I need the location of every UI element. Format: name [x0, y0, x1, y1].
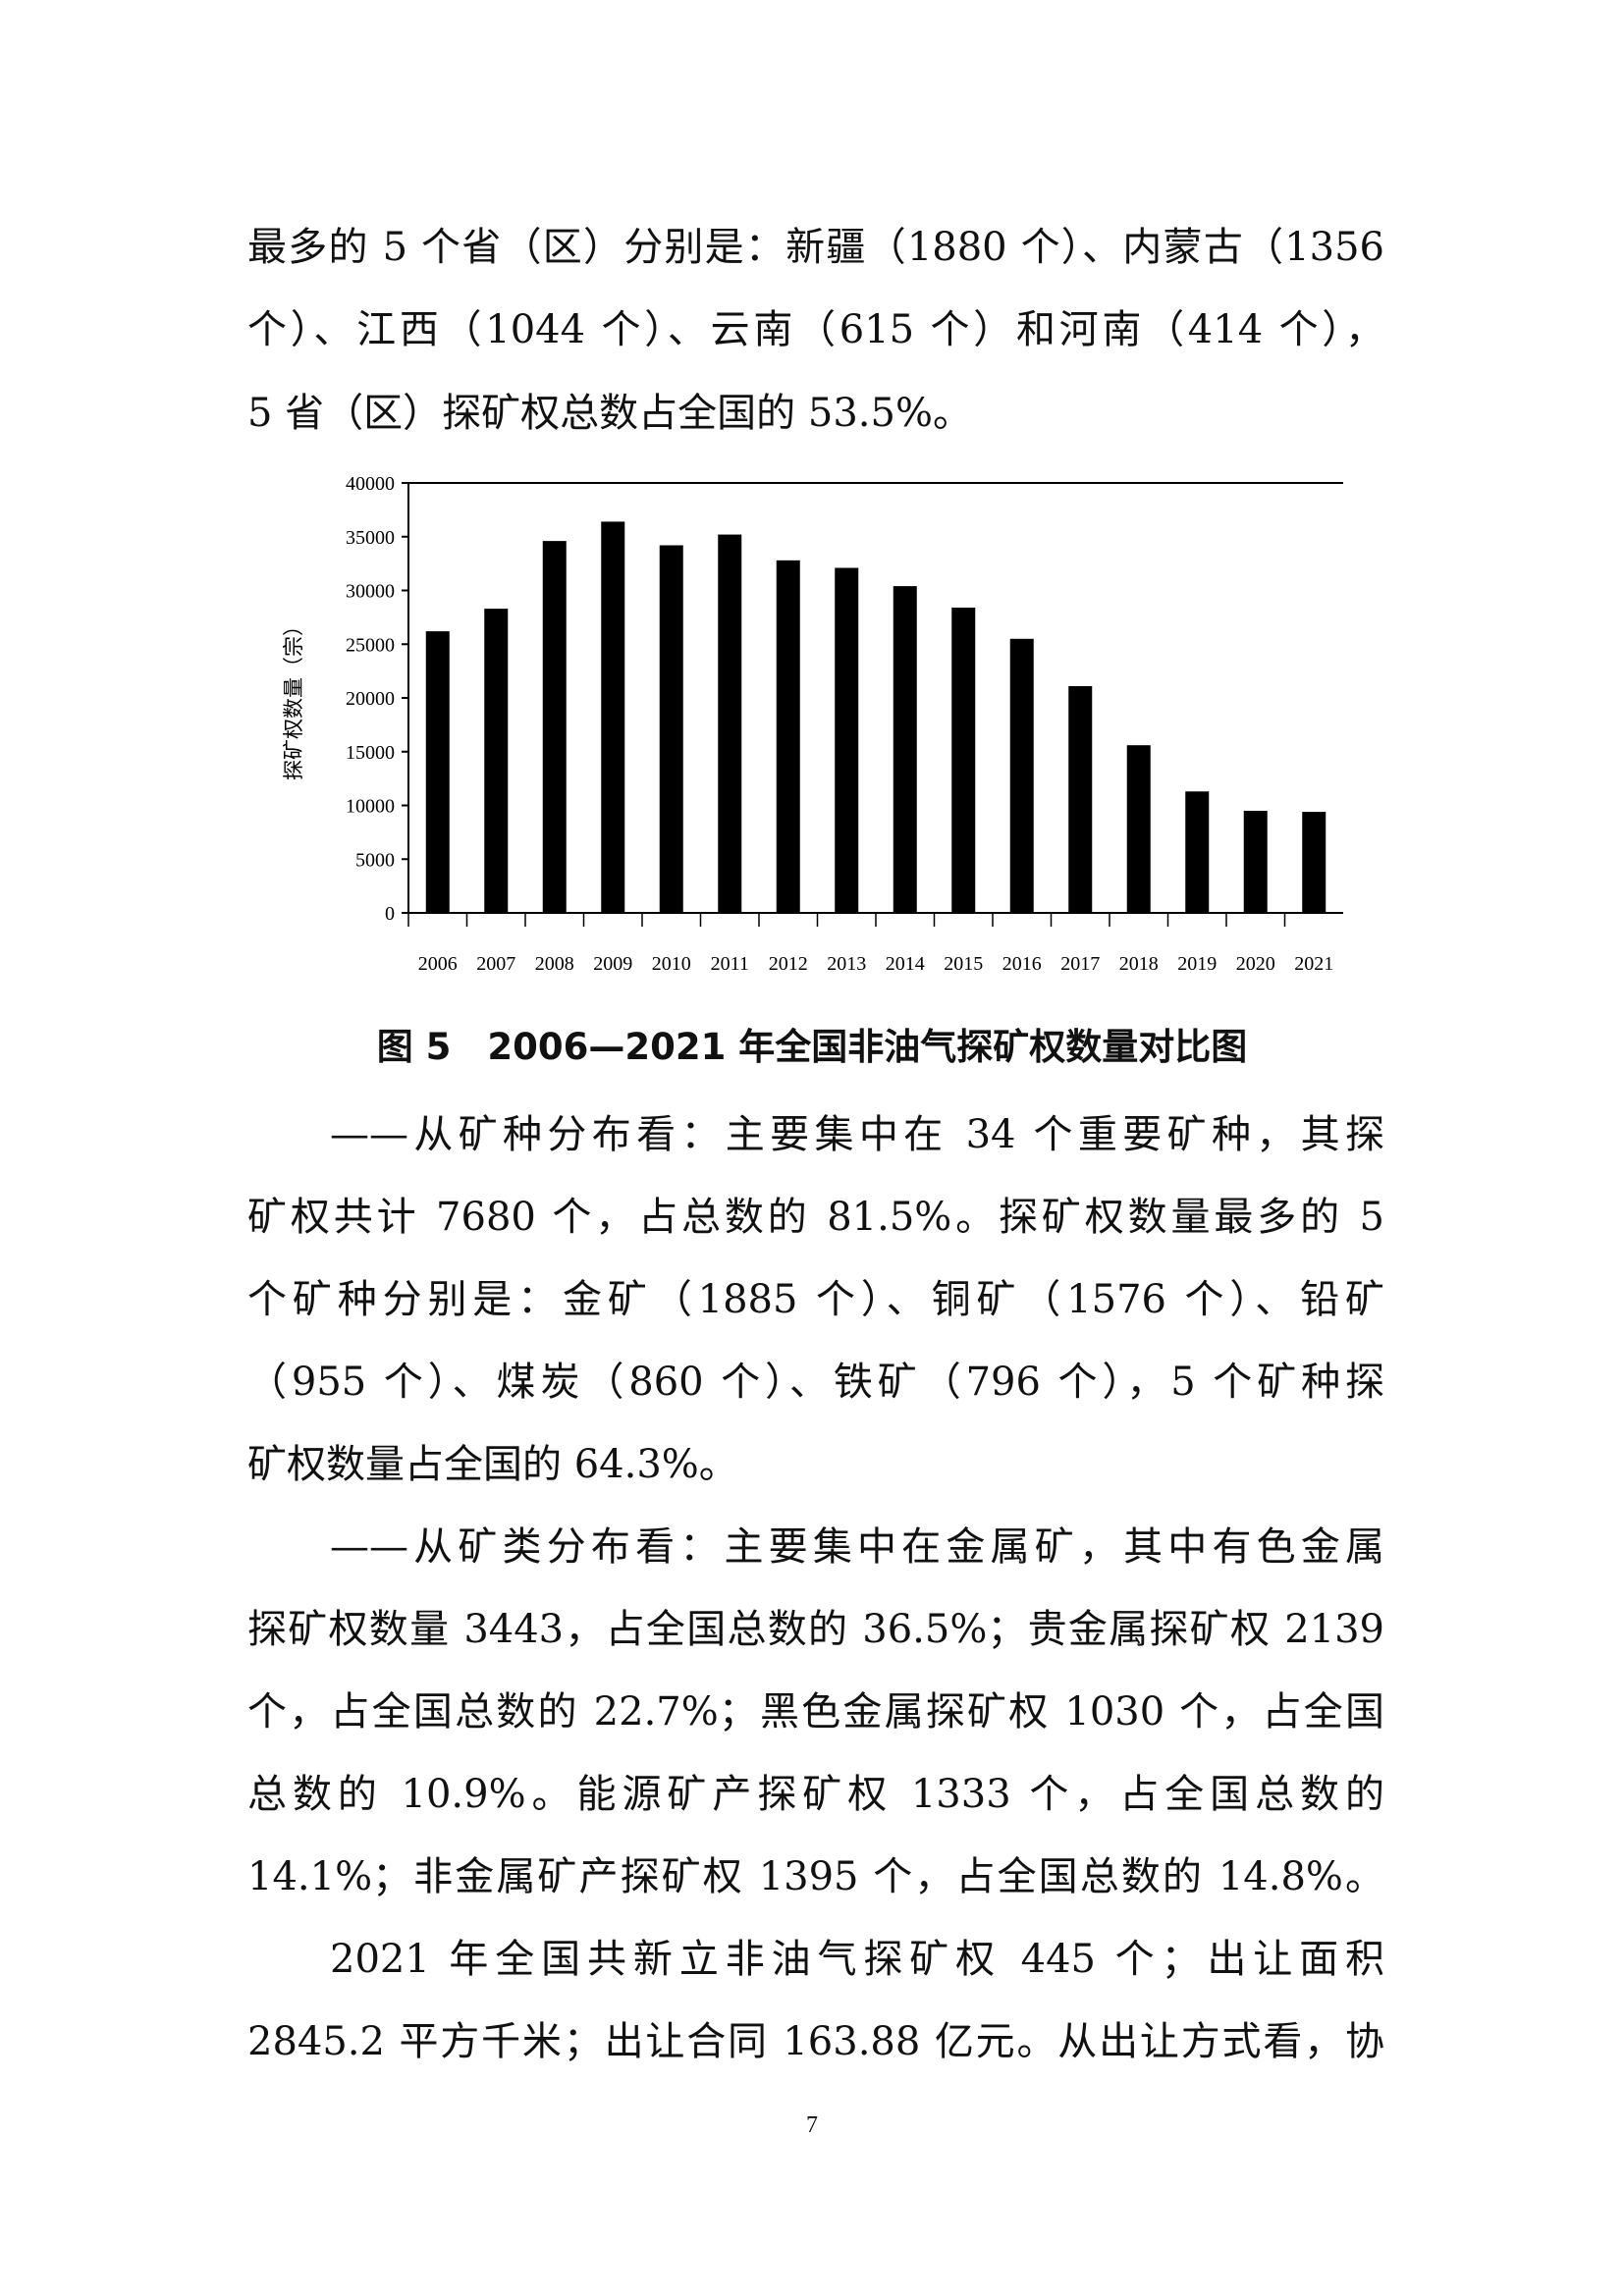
x-tick-label: 2012	[769, 953, 808, 972]
bar-2019	[1185, 791, 1210, 913]
x-tick-label: 2009	[593, 953, 632, 972]
x-tick-label: 2006	[418, 953, 458, 972]
bar-chart: 0 5000 10000 15000 20000 25000 30000 35000 40000…	[282, 473, 1343, 972]
y-tick-label: 15000	[346, 742, 395, 764]
x-tick-label: 2018	[1119, 953, 1159, 972]
x-tick-label: 2020	[1236, 953, 1275, 972]
bar-2010	[659, 545, 683, 913]
text-line: 个矿种分别是：金矿（1885 个）、铜矿（1576 个）、铅矿	[247, 1277, 1384, 1322]
text-line: 探矿权数量 3443，占全国总数的 36.5%；贵金属探矿权 2139	[247, 1607, 1384, 1652]
y-tick-label: 35000	[346, 527, 395, 549]
bar-2009	[601, 521, 625, 913]
text-line: 2845.2 平方千米；出让合同 163.88 亿元。从出让方式看，协	[247, 2019, 1384, 2064]
y-axis-label: 探矿权数量（宗）	[282, 615, 305, 780]
x-tick-label: 2007	[476, 953, 515, 972]
bar-2016	[1009, 638, 1034, 913]
y-tick-label: 5000	[355, 849, 395, 871]
x-tick-label: 2016	[1002, 953, 1042, 972]
page-number: 7	[806, 2112, 818, 2138]
text-line: 14.1%；非金属矿产探矿权 1395 个，占全国总数的 14.8%。	[247, 1854, 1384, 1899]
y-tick-label: 0	[385, 903, 395, 925]
y-tick-label: 20000	[346, 688, 395, 710]
bar-2007	[484, 609, 509, 913]
text-line: 矿权数量占全国的 64.3%。	[247, 1442, 738, 1487]
x-tick-label: 2008	[535, 953, 574, 972]
bar-2020	[1243, 810, 1268, 913]
bar-2011	[718, 534, 742, 913]
text-line: 2021 年全国共新立非油气探矿权 445 个；出让面积	[330, 1937, 1384, 1982]
y-tick-label: 25000	[346, 634, 395, 656]
x-tick-label: 2014	[886, 953, 925, 972]
x-tick-label: 2013	[827, 953, 866, 972]
text-line: 总数的 10.9%。能源矿产探矿权 1333 个，占全国总数的	[247, 1772, 1384, 1817]
x-tick-label: 2021	[1294, 953, 1333, 972]
bar-2014	[893, 586, 917, 913]
figure-caption: 图 5 2006—2021 年全国非油气探矿权数量对比图	[376, 1026, 1248, 1068]
bar-2013	[835, 567, 859, 913]
y-tick-label: 10000	[346, 796, 395, 818]
text-line: ——从矿种分布看：主要集中在 34 个重要矿种，其探	[330, 1112, 1384, 1157]
bar-2008	[542, 541, 567, 913]
text-line: 最多的 5 个省（区）分别是：新疆（1880 个）、内蒙古（1356	[247, 225, 1384, 270]
x-tick-label: 2015	[944, 953, 983, 972]
bar-2006	[425, 631, 450, 913]
text-line: 矿权共计 7680 个，占总数的 81.5%。探矿权数量最多的 5	[247, 1195, 1384, 1240]
x-tick-label: 2010	[652, 953, 691, 972]
bar-2021	[1302, 812, 1326, 913]
text-line: 5 省（区）探矿权总数占全国的 53.5%。	[247, 391, 972, 436]
x-tick-label: 2011	[711, 953, 749, 972]
y-tick-label: 30000	[346, 581, 395, 603]
bar-2018	[1126, 745, 1151, 913]
text-line: 个，占全国总数的 22.7%；黑色金属探矿权 1030 个，占全国	[247, 1689, 1384, 1735]
text-line: ——从矿类分布看：主要集中在金属矿，其中有色金属	[330, 1524, 1384, 1570]
bar-2015	[951, 608, 976, 913]
text-line: 个）、江西（1044 个）、云南（615 个）和河南（414 个），	[247, 307, 1384, 352]
text-line: （955 个）、煤炭（860 个）、铁矿（796 个），5 个矿种探	[247, 1360, 1384, 1405]
bar-2017	[1068, 685, 1093, 913]
y-tick-label: 40000	[346, 473, 395, 495]
x-tick-label: 2017	[1060, 953, 1100, 972]
bar-2012	[776, 560, 800, 913]
x-tick-label: 2019	[1177, 953, 1217, 972]
